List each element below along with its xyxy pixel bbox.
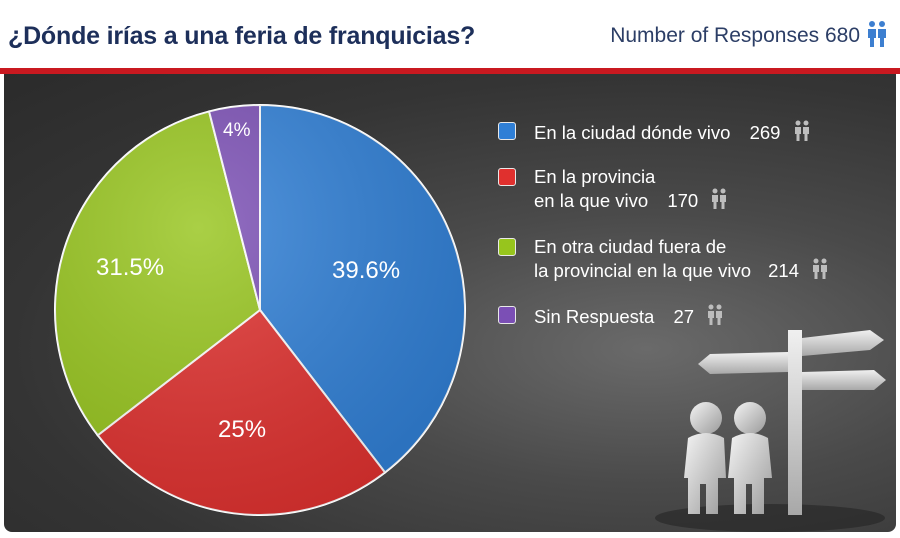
- slice-label-2: 31.5%: [96, 254, 165, 281]
- legend-label: En otra ciudad fuera de: [534, 236, 727, 257]
- slice-label-1: 25%: [218, 416, 267, 443]
- legend-label: En la ciudad dónde vivo: [534, 122, 731, 143]
- chart-title: ¿Dónde irías a una feria de franquicias?: [8, 22, 476, 50]
- header: ¿Dónde irías a una feria de franquicias?…: [0, 0, 900, 68]
- people-icon: [712, 188, 727, 209]
- slice-label-0: 39.6%: [332, 257, 401, 284]
- people-icon: [813, 258, 828, 279]
- legend-swatch: [498, 306, 516, 324]
- people-icon: [794, 120, 809, 141]
- header-divider: [0, 68, 900, 74]
- legend-label-line2: la provincial en la que vivo: [534, 260, 751, 281]
- legend-count: 269: [749, 122, 781, 143]
- legend-swatch: [498, 122, 516, 140]
- responses-count: Number of Responses 680: [610, 24, 860, 47]
- legend-label-line2: en la que vivo: [534, 190, 649, 211]
- legend-count: 27: [673, 306, 695, 327]
- people-icon: [708, 304, 723, 325]
- legend-count: 170: [667, 190, 699, 211]
- slice-label-3: 4%: [223, 120, 251, 141]
- legend-count: 214: [768, 260, 800, 281]
- legend-swatch: [498, 168, 516, 186]
- legend-swatch: [498, 238, 516, 256]
- legend-label: En la provincia: [534, 166, 656, 187]
- people-icon: [868, 21, 886, 47]
- legend-label: Sin Respuesta: [534, 306, 655, 327]
- signpost-illustration: [655, 330, 886, 532]
